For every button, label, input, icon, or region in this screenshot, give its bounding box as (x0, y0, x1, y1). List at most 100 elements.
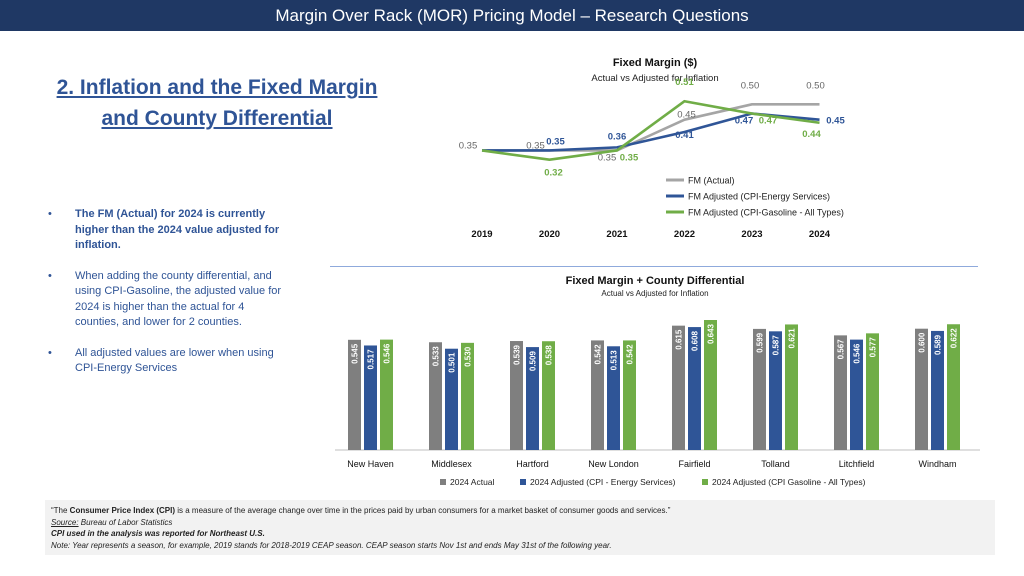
footnote-box: “The Consumer Price Index (CPI) is a mea… (45, 500, 995, 555)
bar-category-label: Windham (918, 459, 956, 469)
line-data-label: 0.41 (675, 130, 694, 141)
x-tick-label: 2020 (539, 229, 560, 240)
bar-data-label: 0.542 (594, 344, 603, 365)
line-data-label: 0.35 (598, 152, 617, 163)
bullet-text: The FM (Actual) for 2024 is currently hi… (75, 208, 280, 251)
line-data-label: 0.35 (546, 136, 565, 147)
legend-label: FM (Actual) (688, 176, 735, 186)
bar-2 (607, 346, 620, 450)
bar-data-label: 0.615 (675, 329, 684, 350)
line-data-label: 0.45 (826, 116, 845, 127)
bar-data-label: 0.501 (448, 352, 457, 373)
bullet-item: • When adding the county differential, a… (48, 269, 288, 331)
bar-data-label: 0.622 (950, 328, 959, 349)
footnote-line-region: CPI used in the analysis was reported fo… (51, 529, 265, 538)
bar-2 (688, 327, 701, 450)
bar-3 (704, 320, 717, 450)
legend-label: 2024 Actual (450, 477, 495, 487)
line-data-label: 0.35 (620, 152, 639, 163)
line-data-label: 0.51 (675, 77, 694, 88)
bar-3 (866, 333, 879, 450)
bullet-dot-icon: • (48, 208, 52, 220)
bar-category-label: Litchfield (839, 459, 875, 469)
legend-label: 2024 Adjusted (CPI Gasoline - All Types) (712, 477, 866, 487)
footnote-cpi-bold: Consumer Price Index (CPI) (69, 506, 176, 515)
line-data-label: 0.32 (544, 168, 563, 179)
bar-3 (785, 324, 798, 450)
footnote-line-cpi: “The Consumer Price Index (CPI) is a mea… (51, 505, 989, 517)
bar-1 (672, 325, 685, 450)
bar-3 (380, 339, 393, 450)
x-tick-label: 2022 (674, 229, 695, 240)
footnote-source-value: Bureau of Labor Statistics (78, 517, 173, 527)
bullet-text: All adjusted values are lower when using… (75, 346, 274, 375)
bar-1 (834, 335, 847, 450)
bullet-item: • The FM (Actual) for 2024 is currently … (48, 207, 288, 254)
bar-category-label: Middlesex (431, 459, 472, 469)
line-data-label: 0.44 (802, 129, 821, 140)
header-bar: Margin Over Rack (MOR) Pricing Model – R… (0, 0, 1024, 31)
line-data-label: 0.35 (526, 140, 545, 151)
line-chart-title: Fixed Margin ($) (613, 57, 698, 69)
heading-line-2: and County Differential (101, 107, 333, 130)
bar-1 (510, 341, 523, 450)
line-chart: Fixed Margin ($) Actual vs Adjusted for I… (459, 57, 846, 240)
header-title: Margin Over Rack (MOR) Pricing Model – R… (275, 6, 749, 25)
line-chart-subtitle: Actual vs Adjusted for Inflation (591, 73, 718, 84)
bar-data-label: 0.533 (432, 346, 441, 367)
bullet-list: • The FM (Actual) for 2024 is currently … (48, 207, 288, 392)
footnote-source-label: Source: (51, 517, 79, 527)
bar-data-label: 0.643 (707, 323, 716, 344)
line-data-label: 0.45 (677, 110, 696, 121)
bar-data-label: 0.530 (464, 346, 473, 367)
bar-1 (429, 342, 442, 450)
bar-1 (591, 340, 604, 450)
bar-category-label: Fairfield (678, 459, 710, 469)
line-data-label: 0.35 (459, 140, 478, 151)
bar-data-label: 0.587 (772, 335, 781, 356)
bar-data-label: 0.589 (934, 334, 943, 355)
footnote-cpi-pre: “The (51, 506, 70, 515)
bar-3 (947, 324, 960, 450)
x-tick-label: 2021 (606, 229, 628, 240)
line-data-label: 0.47 (759, 116, 778, 127)
bar-3 (461, 342, 474, 450)
bar-data-label: 0.567 (837, 339, 846, 360)
bar-data-label: 0.621 (788, 328, 797, 349)
bar-2 (445, 348, 458, 450)
legend-label: 2024 Adjusted (CPI - Energy Services) (530, 477, 676, 487)
legend-swatch (702, 479, 708, 485)
bar-1 (348, 339, 361, 450)
bar-data-label: 0.517 (367, 349, 376, 370)
bar-category-label: New London (588, 459, 639, 469)
line-data-label: 0.50 (741, 80, 760, 91)
bar-data-label: 0.608 (691, 331, 700, 352)
bar-chart: Fixed Margin + County Differential Actual… (335, 275, 980, 487)
bar-data-label: 0.545 (351, 343, 360, 364)
heading-line-1: 2. Inflation and the Fixed Margin (56, 76, 378, 99)
bar-2 (364, 345, 377, 450)
legend-swatch (520, 479, 526, 485)
bar-data-label: 0.600 (918, 332, 927, 353)
bar-data-label: 0.546 (853, 343, 862, 364)
bar-data-label: 0.542 (626, 344, 635, 365)
bar-2 (526, 347, 539, 450)
bar-chart-subtitle: Actual vs Adjusted for Inflation (601, 289, 708, 298)
bar-data-label: 0.546 (383, 343, 392, 364)
line-series-3 (481, 99, 820, 161)
bar-category-label: Hartford (516, 459, 549, 469)
line-data-label: 0.47 (735, 116, 754, 127)
legend-swatch (440, 479, 446, 485)
bar-category-label: New Haven (347, 459, 394, 469)
footnote-line-note: Note: Year represents a season, for exam… (51, 540, 612, 550)
bar-2 (850, 339, 863, 450)
bar-3 (542, 341, 555, 450)
bar-3 (623, 340, 636, 450)
bullet-dot-icon: • (48, 269, 52, 282)
bar-1 (753, 328, 766, 450)
chart-divider (330, 266, 978, 267)
bullet-text: When adding the county differential, and… (75, 269, 282, 329)
bar-data-label: 0.538 (545, 345, 554, 366)
bar-data-label: 0.539 (513, 344, 522, 365)
section-heading: 2. Inflation and the Fixed Margin and Co… (22, 72, 412, 134)
